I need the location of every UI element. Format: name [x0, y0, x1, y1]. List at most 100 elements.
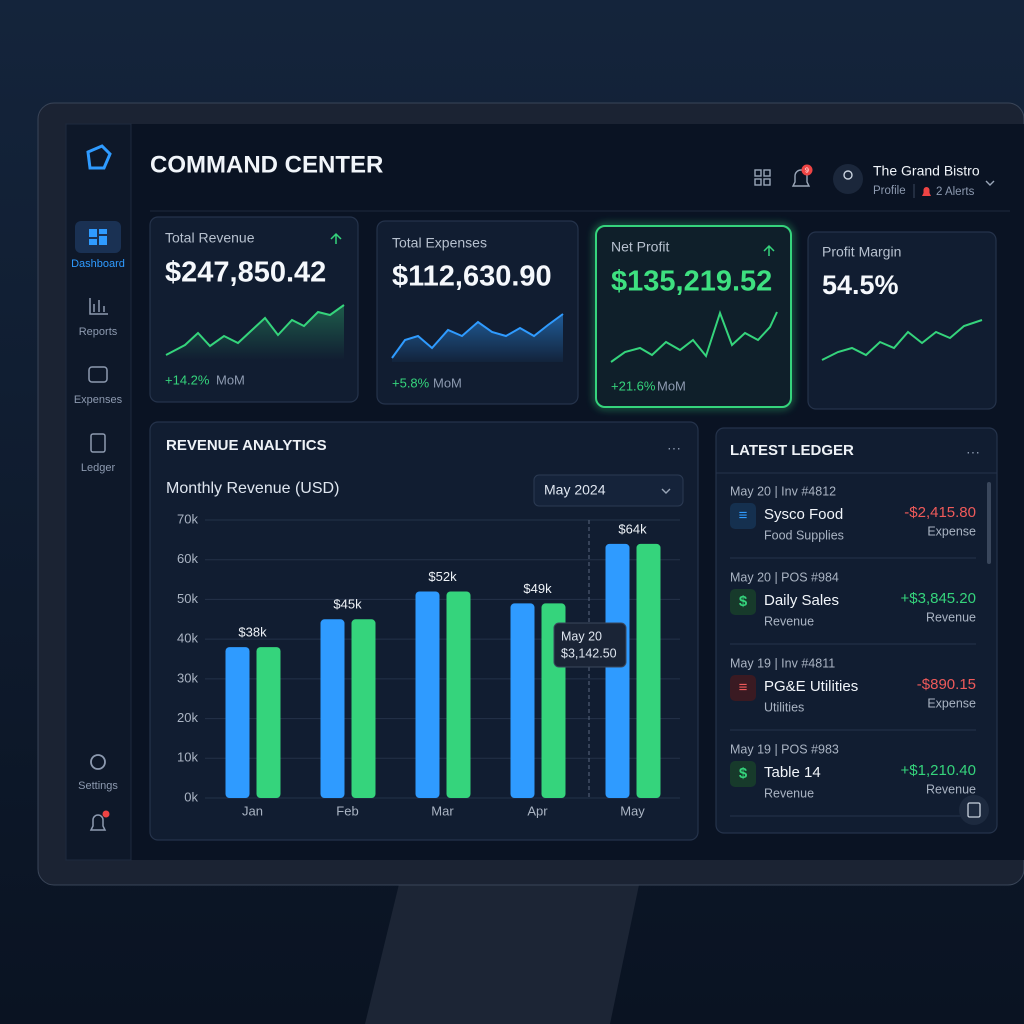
tooltip-date: May 20	[561, 629, 602, 643]
sparkline	[391, 313, 564, 359]
kpi-change: +21.6%	[611, 378, 656, 393]
ledger-category: Utilities	[764, 700, 804, 714]
trend-up	[763, 244, 775, 256]
kpi-change: +14.2%	[165, 372, 210, 387]
kpi-period: MoM	[216, 372, 245, 387]
page-title: COMMAND CENTER	[150, 151, 383, 178]
y-tick-label: 70k	[177, 511, 198, 526]
ledger-icon: $	[739, 593, 748, 610]
ledger-amount: +$1,210.40	[901, 762, 977, 779]
ledger-ref: May 20 | POS #984	[730, 570, 839, 584]
ledger-amount: +$3,845.20	[901, 590, 977, 607]
sparkline	[165, 304, 345, 356]
kpi-period: MoM	[657, 378, 686, 393]
y-tick-label: 50k	[177, 591, 198, 606]
ledger-list: May 20 | Inv #4812 ≡ Sysco Food Food Suppli…	[730, 484, 977, 817]
nav-item[interactable]: Settings	[78, 780, 118, 792]
x-tick-label: Feb	[336, 803, 358, 818]
y-tick-label: 0k	[184, 789, 198, 804]
ledger-icon-bg	[730, 761, 756, 787]
ledger-name[interactable]: Table 14	[764, 764, 821, 781]
account-name[interactable]: The Grand Bistro	[873, 163, 980, 179]
bar[interactable]	[256, 647, 281, 798]
ledger-icon	[90, 433, 106, 453]
plot: 0k 10k 20k 30k 40k 50k 60k 70k Jan $38k Feb $45k Mar…	[177, 511, 680, 818]
nav-item[interactable]: Reports	[79, 326, 118, 338]
badge-count: 9	[805, 167, 809, 174]
x-tick-label: Apr	[527, 803, 548, 818]
kpi-label: Net Profit	[611, 239, 669, 255]
y-tick-label: 10k	[177, 750, 198, 765]
ledger-icon: ≡	[739, 507, 748, 524]
kpi-value: $112,630.90	[392, 261, 552, 293]
settings-icon	[90, 754, 106, 770]
bar[interactable]	[225, 647, 250, 798]
sparkline	[610, 309, 778, 363]
avatar-icon	[843, 170, 853, 180]
ledger-ref: May 20 | Inv #4812	[730, 484, 836, 498]
grid-icon[interactable]	[754, 169, 771, 186]
alert-dot	[102, 810, 110, 818]
bar[interactable]	[636, 543, 661, 798]
logo	[86, 144, 112, 170]
dashboard-icon	[89, 229, 107, 245]
bar[interactable]	[415, 591, 440, 798]
kpi-label: Total Revenue	[165, 230, 255, 246]
kpi-period: MoM	[433, 375, 462, 390]
ledger-name[interactable]: Daily Sales	[764, 592, 839, 609]
nav-item[interactable]: Ledger	[81, 462, 116, 474]
profile-link[interactable]: Profile	[873, 185, 906, 197]
ledger-icon: $	[739, 765, 748, 782]
data-label: $52k	[428, 569, 457, 584]
reports-icon	[89, 298, 108, 315]
expenses-icon	[88, 366, 108, 383]
monitor-stand	[365, 880, 640, 1024]
y-tick-label: 40k	[177, 631, 198, 646]
ledger-title: LATEST LEDGER	[730, 442, 854, 459]
chart-subtitle: Monthly Revenue (USD)	[166, 480, 339, 497]
bell-icon[interactable]	[89, 814, 107, 831]
x-tick-label: Jan	[242, 803, 263, 818]
ledger-panel	[715, 427, 998, 834]
y-tick-label: 20k	[177, 710, 198, 725]
ledger-icon-bg	[730, 503, 756, 529]
x-tick-label: May	[620, 803, 645, 818]
nav-item[interactable]: Expenses	[74, 394, 123, 406]
month-select-label[interactable]: May 2024	[544, 482, 606, 498]
chart-title: REVENUE ANALYTICS	[166, 437, 327, 454]
month-select[interactable]	[533, 474, 684, 507]
nav-active-bg[interactable]	[75, 221, 121, 253]
kpi-card-highlight	[595, 225, 792, 408]
bar[interactable]	[510, 603, 535, 798]
bar[interactable]	[605, 543, 630, 798]
y-tick-label: 60k	[177, 551, 198, 566]
ledger-category: Revenue	[764, 614, 814, 628]
bar[interactable]	[320, 619, 345, 798]
kpi-card	[807, 231, 997, 410]
ledger-fab[interactable]	[959, 795, 989, 825]
data-label: $49k	[523, 581, 552, 596]
alerts-count[interactable]: 2 Alerts	[936, 186, 975, 198]
dropdown-arrow[interactable]	[985, 180, 995, 186]
badge	[801, 164, 813, 176]
data-label: $64k	[618, 521, 647, 536]
ledger-name[interactable]: PG&E Utilities	[764, 678, 858, 695]
more-menu[interactable]: ···	[667, 440, 681, 456]
ledger-type: Expense	[927, 524, 976, 538]
more-menu[interactable]: ···	[966, 444, 980, 460]
ledger-category: Food Supplies	[764, 528, 844, 542]
nav-item[interactable]: Dashboard	[71, 258, 125, 270]
ledger-icon-bg	[730, 675, 756, 701]
bar[interactable]	[351, 619, 376, 798]
kpi-value: 54.5%	[822, 270, 899, 300]
ledger-name[interactable]: Sysco Food	[764, 506, 843, 523]
scrollbar[interactable]	[987, 482, 991, 564]
bar[interactable]	[446, 591, 471, 798]
sparkline	[821, 319, 983, 361]
x-tick-label: Mar	[431, 803, 454, 818]
kpi-label: Total Expenses	[392, 235, 487, 251]
ledger-category: Revenue	[764, 786, 814, 800]
tooltip	[553, 622, 627, 668]
data-label: $45k	[333, 597, 362, 612]
y-tick-label: 30k	[177, 670, 198, 685]
